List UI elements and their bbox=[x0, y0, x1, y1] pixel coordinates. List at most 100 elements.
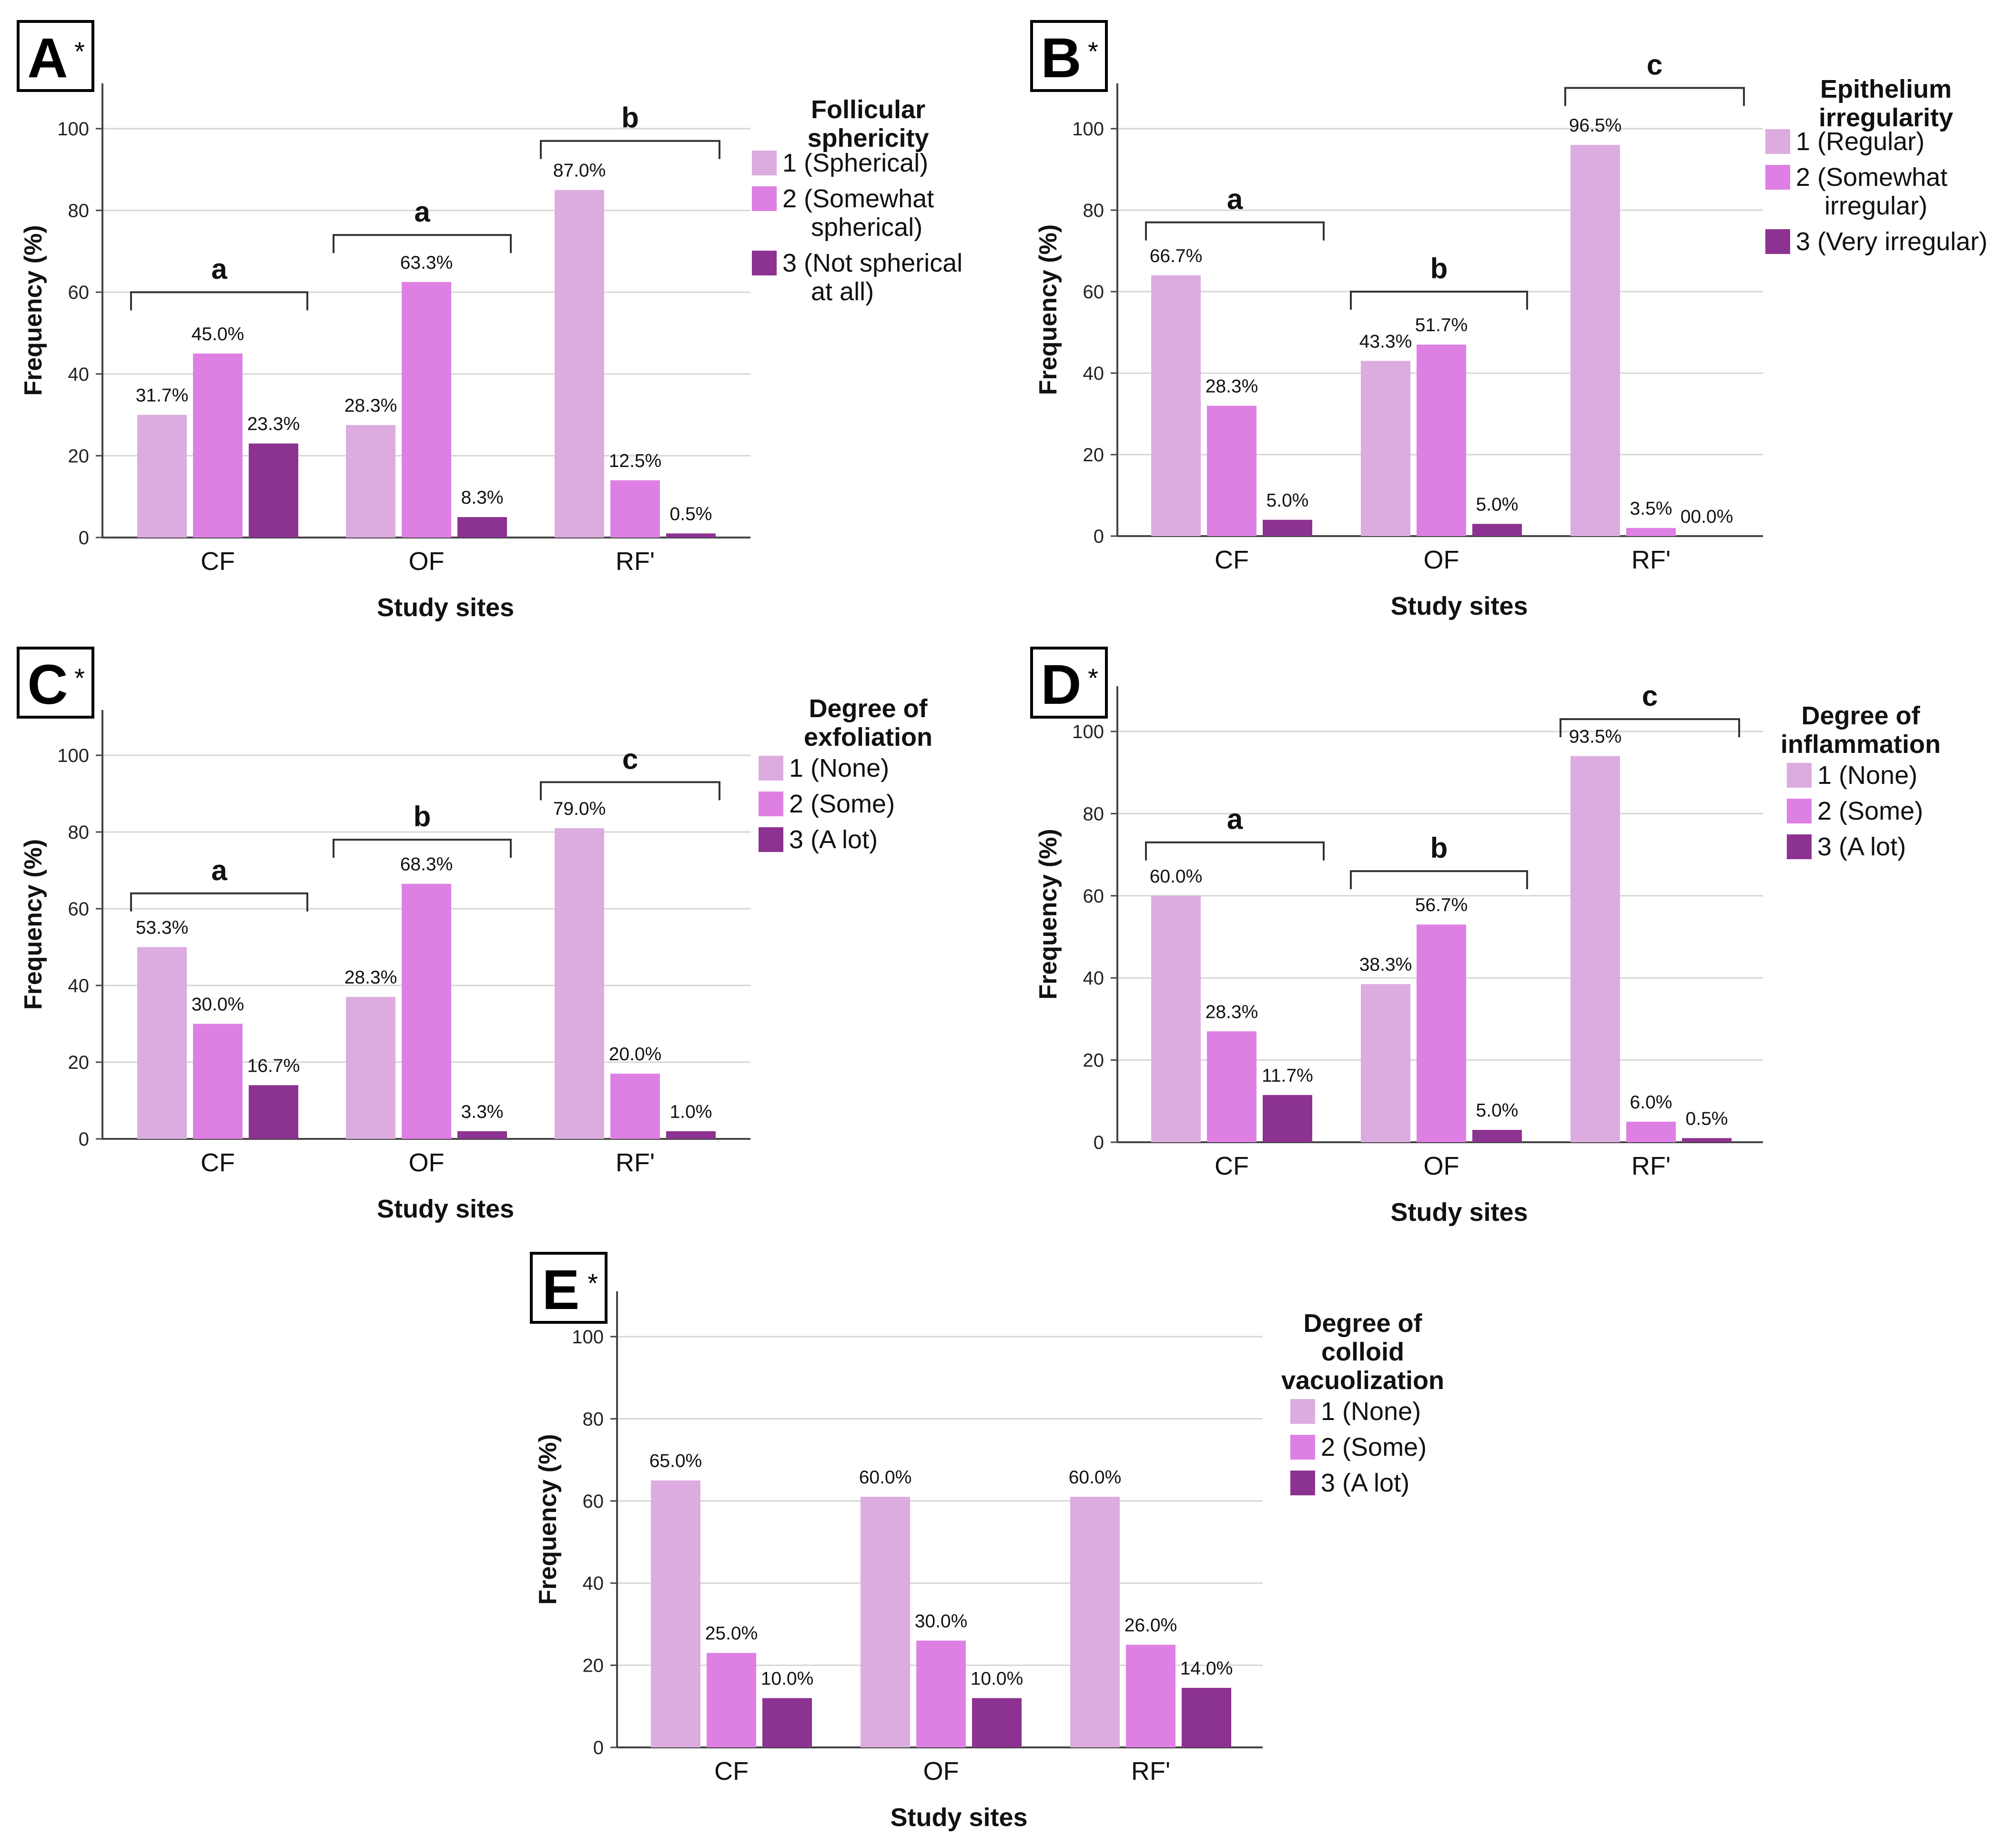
bar bbox=[249, 443, 298, 538]
category-label: CF bbox=[1215, 546, 1249, 574]
panel-label-box bbox=[17, 647, 94, 719]
bar bbox=[762, 1698, 812, 1747]
panel-label-box bbox=[1030, 20, 1108, 92]
group-bracket bbox=[130, 892, 308, 912]
panel-label-box bbox=[1030, 647, 1108, 719]
bar bbox=[1361, 984, 1410, 1142]
data-label: 28.3% bbox=[344, 396, 397, 416]
y-tick-label: 100 bbox=[57, 745, 89, 766]
bar bbox=[1151, 895, 1201, 1142]
legend-title: sphericity bbox=[807, 124, 929, 152]
y-tick-label: 100 bbox=[1072, 721, 1104, 742]
legend-item-label: 3 (Very irregular) bbox=[1796, 227, 1987, 256]
data-label: 25.0% bbox=[705, 1624, 758, 1644]
bar bbox=[666, 533, 716, 538]
legend-item-label: irregular) bbox=[1824, 192, 1927, 220]
y-axis-title: Frequency (%) bbox=[1034, 224, 1062, 395]
data-label: 11.7% bbox=[1262, 1066, 1313, 1086]
data-label: 56.7% bbox=[1415, 895, 1468, 915]
category-label: OF bbox=[1424, 1152, 1459, 1180]
y-tick-label: 0 bbox=[79, 528, 89, 548]
data-label: 5.0% bbox=[1266, 490, 1309, 511]
data-label: 60.0% bbox=[859, 1467, 912, 1488]
y-tick-label: 40 bbox=[1083, 968, 1104, 989]
data-label: 14.0% bbox=[1180, 1658, 1233, 1679]
bar bbox=[1570, 145, 1620, 536]
legend-item-label: 2 (Somewhat bbox=[1796, 163, 1947, 192]
y-tick-label: 0 bbox=[1094, 526, 1104, 547]
data-label: 10.0% bbox=[971, 1669, 1023, 1689]
y-tick-label: 20 bbox=[68, 446, 90, 467]
legend-swatch bbox=[752, 186, 777, 211]
legend-item-label: 2 (Somewhat bbox=[782, 184, 934, 213]
bar bbox=[1070, 1497, 1120, 1747]
data-label: 65.0% bbox=[649, 1451, 702, 1472]
data-label: 31.7% bbox=[136, 386, 189, 406]
group-letter: b bbox=[1430, 832, 1448, 864]
x-axis-title: Study sites bbox=[1390, 1198, 1528, 1227]
bar bbox=[1417, 924, 1466, 1142]
panel-letter: D bbox=[1041, 653, 1081, 716]
y-tick-label: 20 bbox=[1083, 1050, 1104, 1071]
legend-item-label: 1 (Regular) bbox=[1796, 127, 1925, 156]
data-label: 0.5% bbox=[1686, 1108, 1728, 1129]
y-tick-label: 80 bbox=[68, 201, 90, 222]
y-tick-label: 60 bbox=[68, 282, 90, 303]
bar bbox=[402, 883, 451, 1139]
legend-item-label: 1 (Spherical) bbox=[782, 149, 928, 177]
y-tick-label: 60 bbox=[68, 899, 90, 920]
significance-marker: * bbox=[1088, 36, 1098, 66]
legend-title: inflammation bbox=[1781, 730, 1941, 759]
panel-letter: B bbox=[1041, 27, 1081, 90]
bar bbox=[651, 1480, 700, 1747]
data-label: 16.7% bbox=[247, 1055, 300, 1076]
legend-item-label: 3 (Not spherical bbox=[782, 249, 962, 277]
data-label: 60.0% bbox=[1069, 1467, 1122, 1488]
bar bbox=[1626, 528, 1676, 536]
significance-marker: * bbox=[74, 663, 85, 693]
category-label: CF bbox=[714, 1757, 749, 1786]
y-tick-label: 80 bbox=[1083, 803, 1104, 824]
y-axis-title: Frequency (%) bbox=[534, 1434, 562, 1604]
y-tick-label: 100 bbox=[572, 1327, 604, 1348]
data-label: 5.0% bbox=[1476, 1100, 1519, 1121]
bar bbox=[1570, 756, 1620, 1142]
bar bbox=[457, 1131, 507, 1139]
group-bracket bbox=[1560, 718, 1740, 738]
group-bracket bbox=[130, 291, 308, 311]
panel-b: B * 0 20 40 60 80 100 Frequency (%) CF 66.7% 28.3% 5… bbox=[1030, 20, 1987, 620]
y-axis-title: Frequency (%) bbox=[20, 839, 47, 1010]
legend-item-label: 3 (A lot) bbox=[789, 825, 878, 854]
bar bbox=[1361, 361, 1410, 536]
group-letter: a bbox=[1227, 183, 1243, 215]
legend-swatch bbox=[759, 792, 783, 816]
legend-item-label: spherical) bbox=[811, 213, 922, 242]
y-tick-label: 100 bbox=[1072, 119, 1104, 140]
data-label: 87.0% bbox=[553, 161, 606, 181]
bar bbox=[1472, 1130, 1522, 1142]
legend-title: Follicular bbox=[811, 95, 925, 124]
data-label: 63.3% bbox=[400, 253, 453, 273]
data-label: 60.0% bbox=[1150, 866, 1203, 887]
panel-c: C * 0 20 40 60 80 100 Frequency (%) CF 53.3% 30.0% 1… bbox=[17, 647, 932, 1223]
x-axis-title: Study sites bbox=[890, 1803, 1027, 1832]
legend-item-label: 1 (None) bbox=[1321, 1397, 1421, 1426]
legend-item-label: 2 (Some) bbox=[1817, 797, 1923, 825]
y-tick-label: 80 bbox=[68, 822, 90, 843]
data-label: 0.5% bbox=[670, 504, 712, 524]
data-label: 96.5% bbox=[1569, 115, 1622, 136]
bar bbox=[137, 947, 187, 1139]
y-tick-label: 60 bbox=[1083, 282, 1104, 303]
legend-title: exfoliation bbox=[804, 723, 932, 751]
bar bbox=[916, 1640, 966, 1747]
bar bbox=[137, 415, 187, 538]
group-bracket bbox=[540, 781, 720, 801]
bar bbox=[346, 997, 395, 1139]
legend-swatch bbox=[759, 756, 783, 781]
bar bbox=[1263, 519, 1312, 536]
data-label: 30.0% bbox=[915, 1611, 968, 1632]
group-bracket bbox=[1145, 841, 1325, 861]
data-label: 51.7% bbox=[1415, 315, 1468, 335]
group-letter: c bbox=[1647, 49, 1662, 81]
bar bbox=[1151, 275, 1201, 536]
